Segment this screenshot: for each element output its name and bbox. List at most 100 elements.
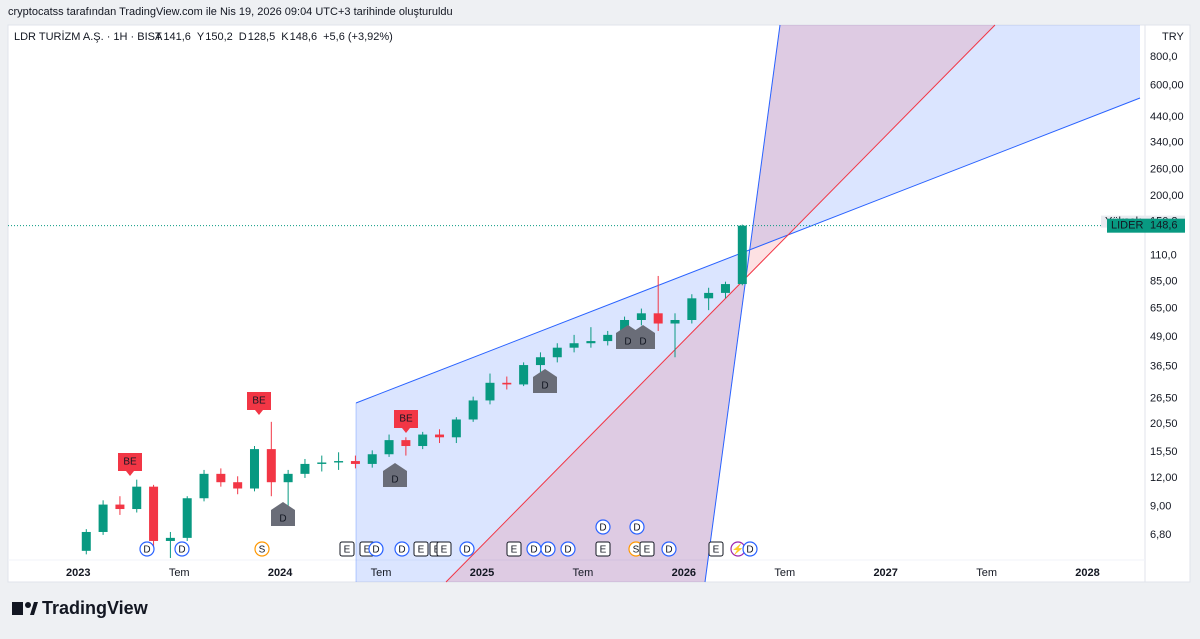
legend-key: Y	[197, 31, 205, 43]
event-marker	[394, 541, 410, 557]
x-tick-label: Tem	[976, 567, 997, 579]
event-marker	[413, 541, 429, 557]
flag-label: D	[624, 337, 631, 348]
candle-body	[720, 284, 730, 293]
candle-body	[435, 434, 445, 438]
candle-body	[199, 473, 209, 499]
logo-mark	[25, 602, 31, 608]
price-label-value: 148,6	[1150, 220, 1178, 232]
price-label-box	[1107, 218, 1185, 233]
flag-label: D	[279, 514, 286, 525]
y-tick-label: 15,50	[1150, 446, 1178, 458]
event-label: ⚡	[732, 543, 744, 556]
flag-label: D	[541, 381, 548, 392]
trend-line	[445, 24, 996, 583]
candle-body	[451, 419, 461, 438]
legend-value: 150,2	[205, 31, 233, 43]
candle-body	[266, 449, 276, 483]
y-tick-label: 65,00	[1150, 302, 1178, 314]
flag-label: D	[639, 337, 646, 348]
candle-body	[98, 504, 108, 532]
logo-mark	[12, 602, 23, 615]
trend-line	[704, 24, 781, 583]
event-label: D	[178, 545, 185, 556]
candle-body	[485, 382, 495, 401]
price-label-name: LIDER	[1111, 220, 1143, 232]
event-marker	[595, 541, 611, 557]
event-marker	[708, 541, 724, 557]
y-tick-label: 440,00	[1150, 111, 1184, 123]
candle-body	[384, 440, 394, 455]
candle-body	[636, 313, 646, 320]
trend-line	[355, 97, 1141, 404]
event-label: E	[418, 545, 425, 556]
candle-body	[367, 454, 377, 464]
event-marker	[139, 541, 155, 557]
event-marker	[560, 541, 576, 557]
y-tick-label: 49,00	[1150, 331, 1178, 343]
y-tick-label: 9,00	[1150, 501, 1171, 513]
event-marker	[339, 541, 355, 557]
event-marker	[540, 541, 556, 557]
flag-label: BE	[399, 414, 413, 425]
x-tick-label: Tem	[371, 567, 392, 579]
event-label: D	[746, 545, 753, 556]
candle-body	[737, 225, 747, 285]
flag	[118, 453, 142, 476]
flag	[631, 325, 655, 349]
y-tick-label: 85,00	[1150, 276, 1178, 288]
channel-fill	[750, 25, 1140, 250]
y-tick-label: 200,00	[1150, 190, 1184, 202]
event-label: D	[633, 523, 640, 534]
candle-body	[670, 319, 680, 324]
legend-change: +5,6 (+3,92%)	[323, 31, 393, 43]
x-tick-label: 2026	[672, 567, 696, 579]
x-tick-label: 2027	[873, 567, 897, 579]
event-label: D	[143, 545, 150, 556]
caption: cryptocatss tarafından TradingView.com i…	[8, 6, 453, 18]
candle-body	[350, 461, 360, 464]
candle-body	[704, 292, 714, 299]
y-tick-label: 110,0	[1150, 250, 1177, 262]
event-marker	[506, 541, 522, 557]
event-label: E	[364, 545, 371, 556]
flag-label: D	[391, 475, 398, 486]
y-tick-label: 26,50	[1150, 392, 1178, 404]
candle-body	[149, 486, 159, 541]
x-tick-label: Tem	[169, 567, 190, 579]
legend-value: 128,5	[248, 31, 276, 43]
footer: TradingView	[12, 598, 149, 618]
candle-body	[502, 382, 512, 385]
event-label: E	[511, 545, 518, 556]
y-tick-label: 20,50	[1150, 418, 1178, 430]
candle-body	[334, 461, 344, 463]
currency: TRY	[1162, 31, 1184, 43]
event-label: E	[344, 545, 351, 556]
y-tick-label: 6,80	[1150, 529, 1171, 541]
event-label: D	[398, 545, 405, 556]
event-marker	[368, 541, 384, 557]
candle-body	[401, 440, 411, 447]
event-label: D	[544, 545, 551, 556]
candle-body	[132, 486, 142, 510]
legend-key: K	[281, 31, 289, 43]
event-label: S	[633, 545, 640, 556]
event-label: D	[372, 545, 379, 556]
flag-label: BE	[123, 457, 137, 468]
event-marker	[174, 541, 190, 557]
event-label: E	[644, 545, 651, 556]
y-tick-label: 800,0	[1150, 51, 1178, 63]
event-label: D	[665, 545, 672, 556]
candle-body	[216, 473, 226, 483]
flag	[533, 369, 557, 393]
x-tick-label: 2025	[470, 567, 494, 579]
legend-value: 141,6	[163, 31, 191, 43]
logo-mark	[30, 602, 38, 615]
flag	[271, 502, 295, 526]
candle-body	[233, 482, 243, 489]
event-marker	[629, 519, 645, 535]
legend-value: 148,6	[290, 31, 318, 43]
candle-body	[519, 365, 529, 385]
legend-key: D	[239, 31, 247, 43]
